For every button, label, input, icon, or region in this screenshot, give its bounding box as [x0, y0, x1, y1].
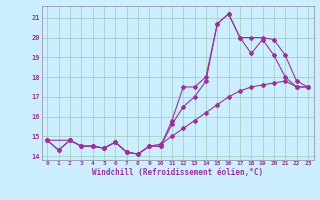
X-axis label: Windchill (Refroidissement éolien,°C): Windchill (Refroidissement éolien,°C): [92, 168, 263, 177]
